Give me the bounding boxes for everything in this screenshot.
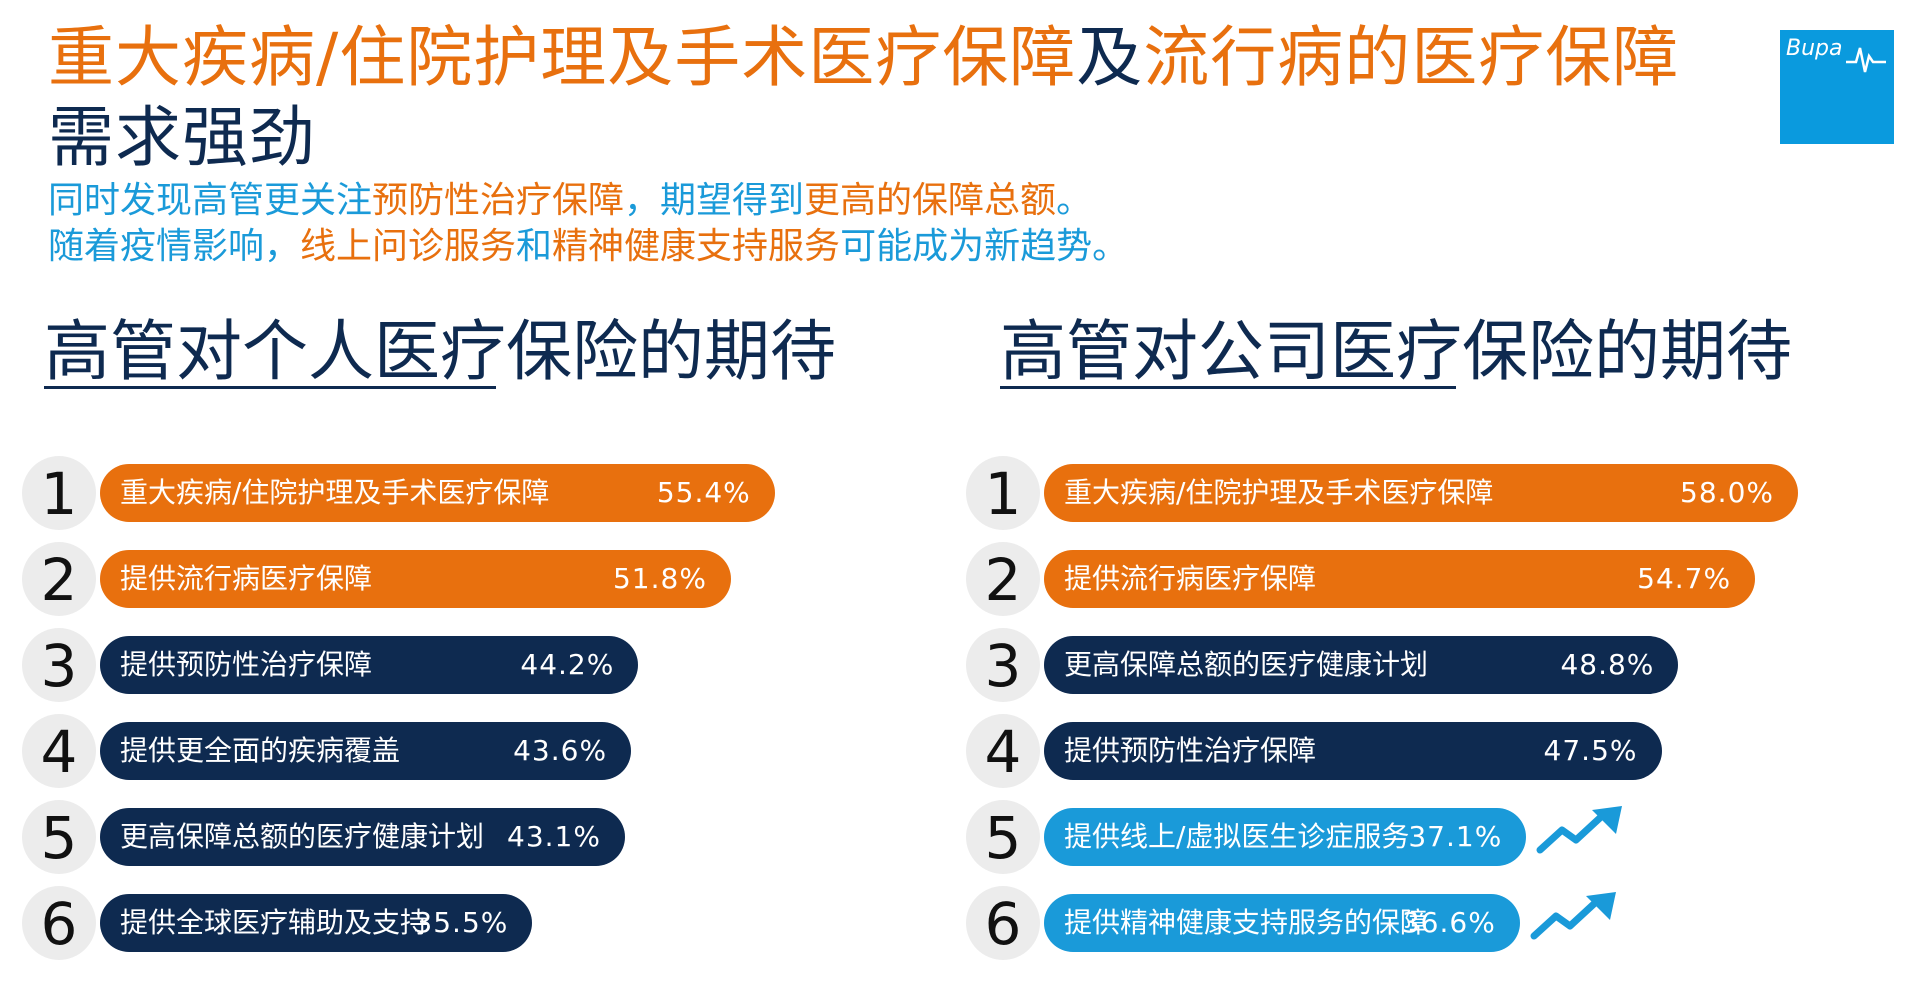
bar-label: 提供更全面的疾病覆盖: [120, 734, 401, 767]
rank-badge: 3: [22, 628, 96, 702]
title-line-2: 需求强劲: [48, 99, 316, 176]
subtitle-line-2: 随着疫情影响，线上问诊服务和精神健康支持服务可能成为新趋势。: [48, 224, 1128, 270]
subtitle-text: 。: [1056, 180, 1093, 221]
bar: 提供精神健康支持服务的保障 36.6%: [1044, 894, 1520, 952]
subtitle: 同时发现高管更关注预防性治疗保障，期望得到更高的保障总额。 随着疫情影响，线上问…: [48, 178, 1128, 270]
bar-label: 提供线上/虚拟医生诊症服务: [1064, 820, 1410, 853]
page-title: 重大疾病/住院护理及手术医疗保障及流行病的医疗保障 需求强劲: [48, 18, 1679, 178]
bar: 更高保障总额的医疗健康计划 43.1%: [100, 808, 625, 866]
bar: 提供全球医疗辅助及支持 35.5%: [100, 894, 533, 952]
bar: 提供更全面的疾病覆盖 43.6%: [100, 722, 632, 780]
subtitle-line-1: 同时发现高管更关注预防性治疗保障，期望得到更高的保障总额。: [48, 178, 1128, 224]
bar: 重大疾病/住院护理及手术医疗保障 58.0%: [1044, 464, 1798, 522]
chart-title-company: 高管对公司医疗保险的期待: [1000, 313, 1792, 390]
chart-title-personal: 高管对个人医疗保险的期待: [44, 313, 836, 390]
rank-badge: 6: [22, 886, 96, 960]
title-highlight-2: 流行病的医疗保障: [1143, 19, 1680, 96]
bar-label: 提供流行病医疗保障: [120, 562, 373, 595]
bar-label: 重大疾病/住院护理及手术医疗保障: [1064, 476, 1494, 509]
rank-badge: 1: [966, 456, 1040, 530]
rank-badge: 6: [966, 886, 1040, 960]
bar: 提供预防性治疗保障 47.5%: [1044, 722, 1662, 780]
bar-label: 提供流行病医疗保障: [1064, 562, 1317, 595]
subtitle-highlight: 线上问诊服务: [300, 226, 517, 267]
bar-value-label: 48.8%: [1560, 648, 1655, 681]
rank-badge: 2: [22, 542, 96, 616]
bar-label: 提供精神健康支持服务的保障: [1064, 906, 1429, 939]
subtitle-text: 和: [516, 226, 553, 267]
subtitle-text: 可能成为新趋势。: [840, 226, 1129, 267]
bar: 提供流行病医疗保障 54.7%: [1044, 550, 1756, 608]
subtitle-text: ，期望得到: [624, 180, 805, 221]
rank-badge: 5: [22, 800, 96, 874]
subtitle-text: 同时发现高管更关注: [48, 180, 373, 221]
bar-label: 提供全球医疗辅助及支持: [120, 906, 429, 939]
bar: 提供线上/虚拟医生诊症服务 37.1%: [1044, 808, 1527, 866]
bar-value-label: 35.5%: [414, 906, 509, 939]
rank-badge: 4: [966, 714, 1040, 788]
heading-underline: [1000, 386, 1456, 389]
rank-badge: 3: [966, 628, 1040, 702]
bar-value-label: 43.1%: [507, 820, 601, 853]
bar-label: 更高保障总额的医疗健康计划: [120, 820, 485, 853]
heartbeat-icon: [1846, 47, 1886, 73]
bar-value-label: 54.7%: [1637, 562, 1732, 595]
bar: 提供流行病医疗保障 51.8%: [100, 550, 731, 608]
bar-value-label: 44.2%: [520, 648, 615, 681]
subtitle-text: 随着疫情影响，: [48, 226, 301, 267]
subtitle-highlight: 预防性治疗保障: [372, 180, 625, 221]
rank-badge: 5: [966, 800, 1040, 874]
subtitle-highlight: 更高的保障总额: [804, 180, 1057, 221]
bar-value-label: 37.1%: [1408, 820, 1503, 853]
trend-up-icon: [1530, 892, 1616, 940]
bar-label: 重大疾病/住院护理及手术医疗保障: [120, 476, 550, 509]
heading-underline: [44, 386, 496, 389]
subtitle-highlight: 精神健康支持服务: [552, 226, 841, 267]
bar-value-label: 51.8%: [612, 562, 707, 595]
trend-up-icon: [1536, 806, 1623, 854]
rank-badge: 4: [22, 714, 96, 788]
bar-value-label: 43.6%: [513, 734, 608, 767]
bar: 提供预防性治疗保障 44.2%: [100, 636, 639, 694]
bar: 更高保障总额的医疗健康计划 48.8%: [1044, 636, 1679, 694]
bar-label: 提供预防性治疗保障: [1064, 734, 1317, 767]
title-highlight-1: 重大疾病/住院护理及手术医疗保障: [48, 19, 1077, 96]
bar-value-label: 58.0%: [1680, 476, 1774, 509]
bar-value-label: 47.5%: [1543, 734, 1638, 767]
bar: 重大疾病/住院护理及手术医疗保障 55.4%: [100, 464, 775, 522]
rank-badge: 1: [22, 456, 96, 530]
logo-text: Bupa: [1786, 36, 1843, 61]
rank-badge: 2: [966, 542, 1040, 616]
bar-value-label: 55.4%: [656, 476, 751, 509]
bupa-logo: Bupa: [1780, 30, 1894, 144]
bar-label: 提供预防性治疗保障: [120, 648, 373, 681]
bar-value-label: 36.6%: [1401, 906, 1496, 939]
bar-label: 更高保障总额的医疗健康计划: [1064, 648, 1429, 681]
title-connector: 及: [1076, 19, 1144, 96]
